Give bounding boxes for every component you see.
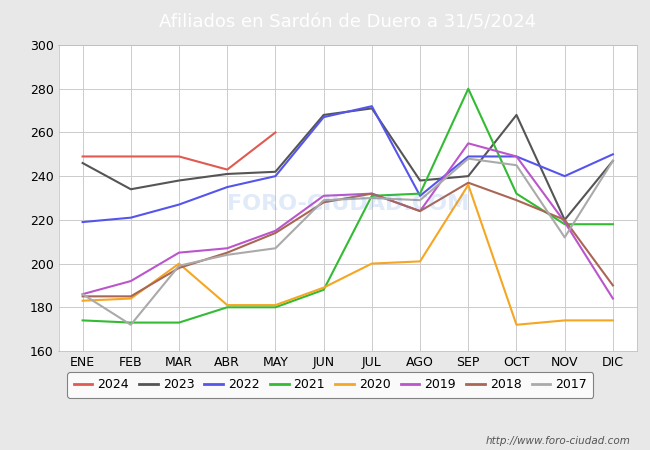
Text: Afiliados en Sardón de Duero a 31/5/2024: Afiliados en Sardón de Duero a 31/5/2024	[159, 14, 536, 32]
Text: FORO-CIUDAD.COM: FORO-CIUDAD.COM	[227, 194, 469, 214]
Legend: 2024, 2023, 2022, 2021, 2020, 2019, 2018, 2017: 2024, 2023, 2022, 2021, 2020, 2019, 2018…	[68, 372, 593, 398]
Text: http://www.foro-ciudad.com: http://www.foro-ciudad.com	[486, 436, 630, 446]
